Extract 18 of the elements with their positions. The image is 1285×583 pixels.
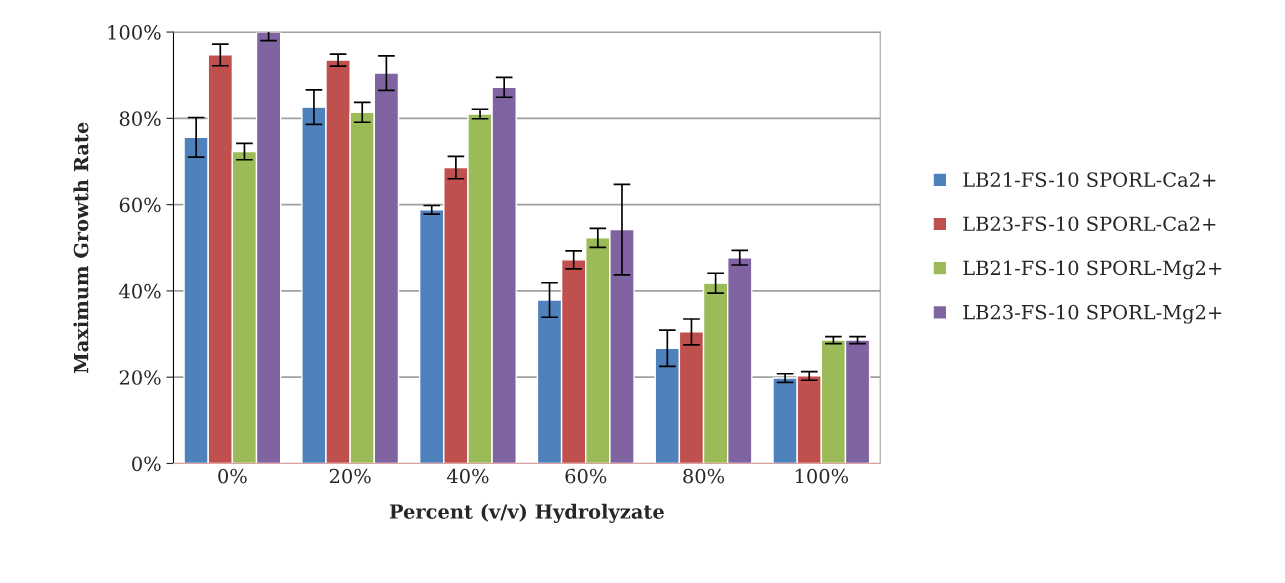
y-tick-label: 100% xyxy=(108,25,161,40)
x-axis-title: Percent (v/v) Hydrolyzate xyxy=(389,503,664,523)
y-tick-label: 0% xyxy=(132,456,161,472)
x-tick-label: 0% xyxy=(218,468,247,484)
y-axis-title: Maximum Growth Rate xyxy=(73,122,89,374)
x-tick-label: 20% xyxy=(329,468,371,484)
y-tick-label: 80% xyxy=(119,111,161,127)
x-tick-label: 60% xyxy=(565,468,607,484)
y-tick-label: 20% xyxy=(119,370,161,385)
y-tick-label: 60% xyxy=(119,197,161,213)
legend-label: LB21-FS-10 SPORL-Ca2+ xyxy=(963,172,1216,187)
x-tick-label: 80% xyxy=(683,468,725,484)
y-tick-label: 40% xyxy=(119,283,161,299)
legend-label: LB23-FS-10 SPORL-Ca2+ xyxy=(963,216,1216,232)
legend-label: LB21-FS-10 SPORL-Mg2+ xyxy=(963,260,1222,280)
x-tick-label: 100% xyxy=(795,468,849,484)
x-tick-label: 40% xyxy=(446,468,489,484)
legend-label: LB23-FS-10 SPORL-Mg2+ xyxy=(963,304,1222,324)
